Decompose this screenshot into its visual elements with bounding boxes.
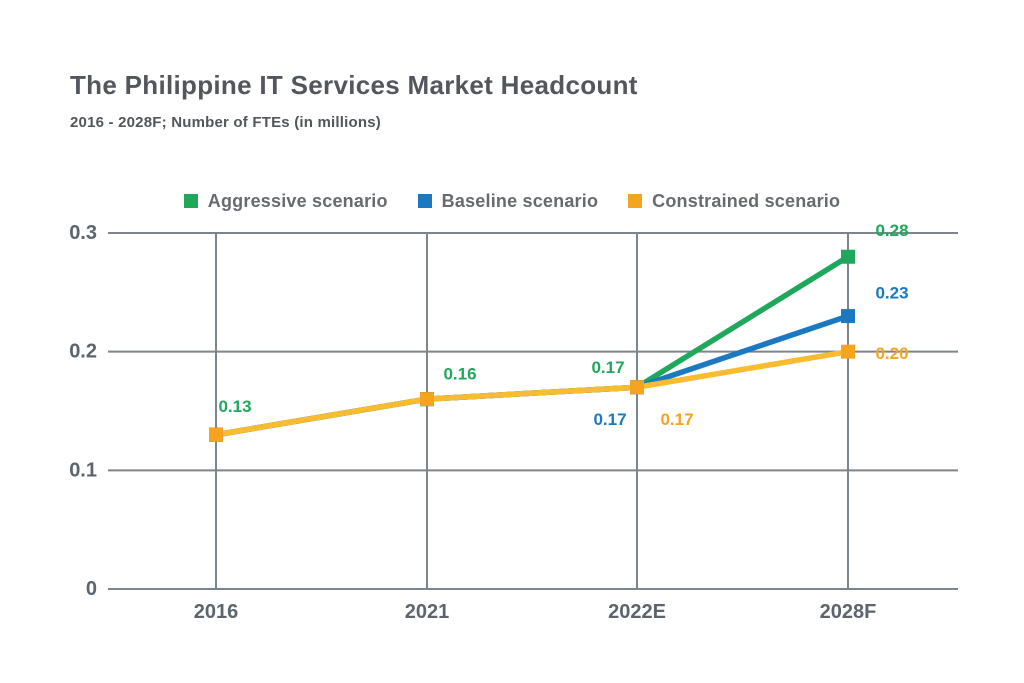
legend-label-aggressive: Aggressive scenario (207, 190, 388, 211)
data-label: 0.17 (593, 410, 626, 429)
data-label: 0.17 (591, 358, 624, 377)
y-tick-label: 0 (86, 578, 97, 600)
y-tick-label: 0.1 (69, 459, 97, 481)
x-category-label: 2021 (405, 601, 450, 623)
chart-title: The Philippine IT Services Market Headco… (70, 70, 638, 100)
legend-swatch-constrained (628, 194, 643, 208)
data-point-marker (209, 427, 223, 442)
legend-item-constrained: Constrained scenario (628, 191, 840, 212)
x-category-label: 2022E (608, 601, 666, 623)
data-label: 0.20 (875, 344, 908, 363)
x-category-label: 2016 (194, 601, 239, 623)
x-category-label: 2028F (820, 601, 877, 623)
legend-item-baseline: Baseline scenario (417, 190, 599, 212)
legend: Aggressive scenario Baseline scenario Co… (0, 190, 1024, 212)
data-point-marker (630, 380, 644, 395)
legend-item-aggressive: Aggressive scenario (183, 190, 388, 212)
data-point-marker (841, 249, 855, 264)
data-label: 0.13 (218, 397, 251, 416)
legend-label-constrained: Constrained scenario (652, 190, 841, 211)
y-tick-label: 0.3 (69, 222, 97, 244)
legend-swatch-aggressive (183, 194, 198, 208)
data-point-marker (841, 344, 855, 359)
y-tick-label: 0.2 (69, 341, 97, 363)
series-line-2 (215, 348, 849, 438)
chart-subtitle: 2016 - 2028F; Number of FTEs (in million… (70, 114, 381, 131)
data-label: 0.16 (443, 365, 476, 384)
legend-label-baseline: Baseline scenario (441, 190, 599, 211)
data-label: 0.28 (875, 221, 908, 240)
data-label: 0.23 (875, 284, 908, 303)
data-label: 0.17 (660, 410, 693, 429)
data-point-marker (420, 392, 434, 407)
data-point-marker (841, 309, 855, 324)
legend-swatch-baseline (417, 194, 432, 208)
